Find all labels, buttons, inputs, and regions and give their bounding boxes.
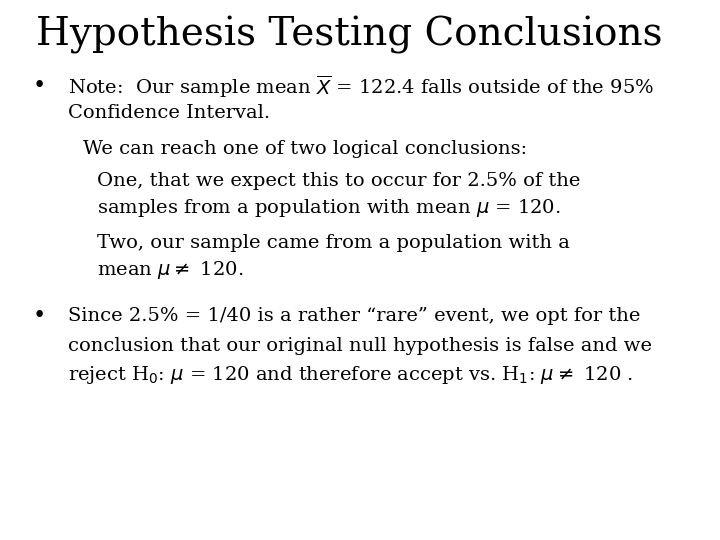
Text: Hypothesis Testing Conclusions: Hypothesis Testing Conclusions <box>36 16 662 54</box>
Text: conclusion that our original null hypothesis is false and we: conclusion that our original null hypoth… <box>68 336 652 355</box>
Text: Two, our sample came from a population with a: Two, our sample came from a population w… <box>97 234 570 252</box>
Text: Since 2.5% = 1/40 is a rather “rare” event, we opt for the: Since 2.5% = 1/40 is a rather “rare” eve… <box>68 307 641 325</box>
Text: •: • <box>33 305 46 327</box>
Text: samples from a population with mean $\mu$ = 120.: samples from a population with mean $\mu… <box>97 197 561 219</box>
Text: Confidence Interval.: Confidence Interval. <box>68 104 271 123</box>
Text: One, that we expect this to occur for 2.5% of the: One, that we expect this to occur for 2.… <box>97 172 580 190</box>
Text: We can reach one of two logical conclusions:: We can reach one of two logical conclusi… <box>83 139 527 158</box>
Text: Note:  Our sample mean $\overline{X}$ = 122.4 falls outside of the 95%: Note: Our sample mean $\overline{X}$ = 1… <box>68 73 654 100</box>
Text: •: • <box>33 76 46 97</box>
Text: mean $\mu \neq$ 120.: mean $\mu \neq$ 120. <box>97 259 244 281</box>
Text: reject H$_0$: $\mu$ = 120 and therefore accept vs. H$_1$: $\mu \neq$ 120 .: reject H$_0$: $\mu$ = 120 and therefore … <box>68 364 634 386</box>
